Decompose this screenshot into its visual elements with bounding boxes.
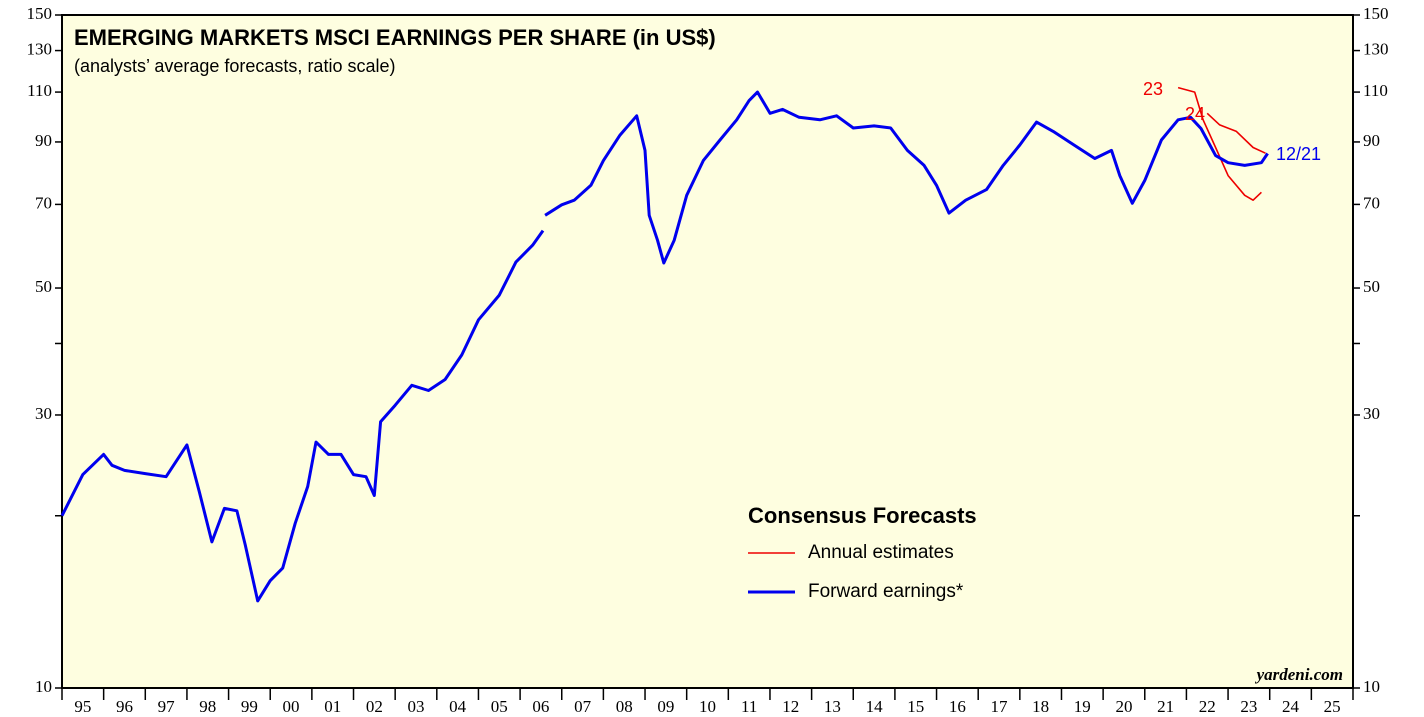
x-tick-label: 00	[283, 697, 300, 716]
x-tick-label: 08	[616, 697, 633, 716]
y-tick-label: 50	[35, 277, 52, 296]
chart-subtitle: (analysts’ average forecasts, ratio scal…	[74, 56, 395, 76]
x-tick-label: 05	[491, 697, 508, 716]
series-line	[1177, 86, 1266, 201]
x-tick-label: 10	[699, 697, 716, 716]
annotation: 12/21	[1276, 144, 1321, 164]
x-tick-label: 21	[1157, 697, 1174, 716]
x-tick-label: 04	[449, 697, 467, 716]
x-tick-label: 17	[991, 697, 1009, 716]
x-tick-label: 24	[1282, 697, 1300, 716]
x-tick-label: 03	[407, 697, 424, 716]
y-tick-label: 110	[27, 81, 52, 100]
y2-tick-label: 130	[1363, 39, 1389, 58]
x-tick-label: 22	[1199, 697, 1216, 716]
y2-tick-label: 50	[1363, 277, 1380, 296]
annotation: 23	[1143, 79, 1163, 99]
x-tick-label: 07	[574, 697, 592, 716]
x-tick-label: 18	[1032, 697, 1049, 716]
legend-title: Consensus Forecasts	[748, 503, 977, 528]
x-tick-label: 01	[324, 697, 341, 716]
x-tick-label: 13	[824, 697, 841, 716]
legend-label: Forward earnings*	[808, 581, 964, 602]
y-tick-label: 90	[35, 131, 52, 150]
x-tick-label: 02	[366, 697, 383, 716]
series-line	[60, 90, 1269, 603]
x-tick-label: 98	[199, 697, 216, 716]
annotation: 24	[1185, 104, 1205, 124]
y-tick-label: 130	[27, 39, 53, 58]
y-tick-label: 30	[35, 404, 52, 423]
plot-area	[61, 14, 1354, 689]
x-tick-label: 25	[1324, 697, 1341, 716]
x-tick-label: 11	[741, 697, 757, 716]
y2-tick-label: 110	[1363, 81, 1388, 100]
chart-title: EMERGING MARKETS MSCI EARNINGS PER SHARE…	[74, 25, 716, 50]
x-tick-label: 97	[158, 697, 176, 716]
x-tick-label: 20	[1115, 697, 1132, 716]
y2-tick-label: 70	[1363, 193, 1380, 212]
x-tick-label: 12	[782, 697, 799, 716]
y2-tick-label: 30	[1363, 404, 1380, 423]
source: yardeni.com	[1255, 665, 1343, 684]
x-tick-label: 23	[1240, 697, 1257, 716]
x-tick-label: 06	[532, 697, 549, 716]
x-tick-label: 99	[241, 697, 258, 716]
x-tick-label: 14	[866, 697, 884, 716]
x-tick-label: 19	[1074, 697, 1091, 716]
x-tick-label: 15	[907, 697, 924, 716]
y-tick-label: 150	[27, 4, 53, 23]
y-tick-label: 70	[35, 193, 52, 212]
x-tick-label: 95	[74, 697, 91, 716]
y2-tick-label: 150	[1363, 4, 1389, 23]
y-tick-label: 10	[35, 677, 52, 696]
y2-tick-label: 10	[1363, 677, 1380, 696]
y2-tick-label: 90	[1363, 131, 1380, 150]
x-tick-label: 96	[116, 697, 133, 716]
legend-label: Annual estimates	[808, 542, 954, 563]
x-tick-label: 09	[657, 697, 674, 716]
x-tick-label: 16	[949, 697, 966, 716]
